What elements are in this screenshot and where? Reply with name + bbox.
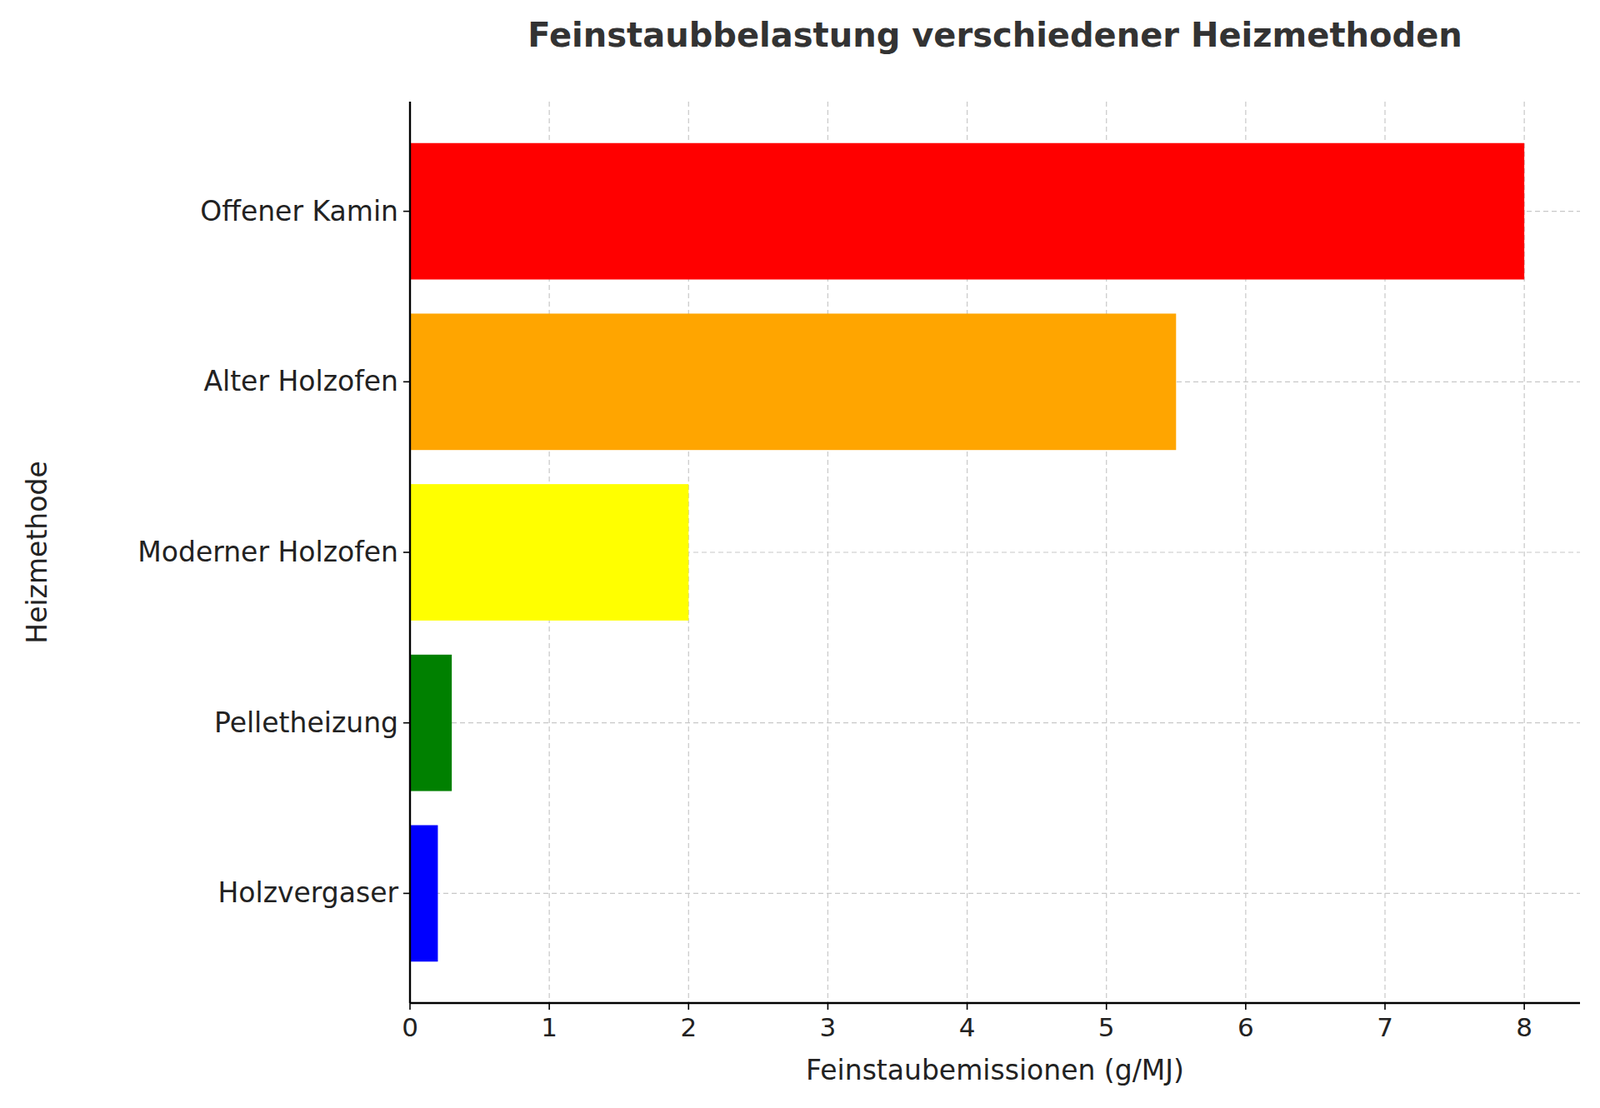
y-tick xyxy=(403,893,410,895)
x-tick xyxy=(409,1003,411,1010)
y-tick-label: Holzvergaser xyxy=(217,876,399,910)
y-tick xyxy=(403,210,410,213)
x-tick xyxy=(1384,1003,1386,1010)
bar xyxy=(410,313,1176,450)
x-tick-label: 7 xyxy=(1376,1012,1394,1043)
bar xyxy=(410,484,689,621)
x-tick xyxy=(1523,1003,1525,1010)
x-tick-label: 8 xyxy=(1515,1012,1533,1043)
y-axis-label: Heizmethode xyxy=(20,460,54,644)
y-tick xyxy=(403,722,410,725)
x-tick-label: 0 xyxy=(401,1012,419,1043)
x-axis-label: Feinstaubemissionen (g/MJ) xyxy=(805,1054,1185,1087)
y-tick xyxy=(403,381,410,384)
x-tick xyxy=(1105,1003,1108,1010)
x-tick-label: 6 xyxy=(1237,1012,1255,1043)
x-tick xyxy=(827,1003,830,1010)
x-tick xyxy=(687,1003,690,1010)
grid xyxy=(410,101,1580,1004)
grid-line-y xyxy=(410,893,1580,895)
chart-container: 0 1 2 3 4 5 6 7 8 Offener Kamin Alter Holzofen Mode… xyxy=(0,0,1600,1108)
y-tick-label: Moderner Holzofen xyxy=(137,535,399,569)
y-tick-label: Pelletheizung xyxy=(214,706,399,740)
x-axis-line xyxy=(410,1002,1580,1005)
x-tick xyxy=(1245,1003,1247,1010)
title: Feinstaubbelastung verschiedener Heizmet… xyxy=(527,15,1462,55)
y-tick-label: Offener Kamin xyxy=(200,195,399,228)
x-tick xyxy=(548,1003,550,1010)
x-tick-label: 2 xyxy=(680,1012,697,1043)
x-tick-label: 1 xyxy=(540,1012,558,1043)
bar xyxy=(410,655,452,792)
bars xyxy=(410,143,1525,963)
x-tick-label: 4 xyxy=(959,1012,976,1043)
y-tick xyxy=(403,551,410,554)
bar xyxy=(410,825,438,963)
bar xyxy=(410,143,1525,280)
x-tick-label: 5 xyxy=(1098,1012,1115,1043)
grid-line-y xyxy=(410,722,1580,724)
chart-svg: 0 1 2 3 4 5 6 7 8 Offener Kamin Alter Holzofen Mode… xyxy=(0,0,1600,1108)
x-tick xyxy=(966,1003,969,1010)
y-tick-label: Alter Holzofen xyxy=(203,365,399,398)
x-tick-label: 3 xyxy=(820,1012,837,1043)
